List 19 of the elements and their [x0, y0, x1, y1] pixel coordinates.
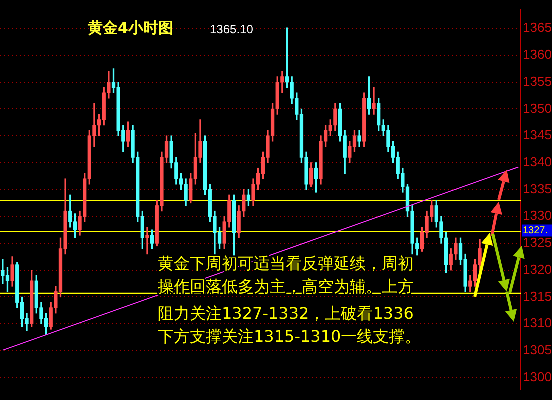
y-tick-label: 1360 [523, 47, 552, 62]
y-tick-label: 1300 [523, 369, 552, 384]
y-tick-label: 1305 [523, 342, 552, 358]
annotation: 1365.10 [210, 22, 254, 36]
y-tick-label: 1355 [523, 74, 552, 89]
y-tick-label: 1330 [523, 208, 552, 224]
y-tick-label: 1340 [523, 154, 552, 170]
y-tick-label: 1320 [523, 262, 552, 277]
y-tick-label: 1310 [523, 316, 552, 331]
annotation: 阻力关注1327-1332，上破看1336 [158, 304, 414, 324]
y-tick-label: 1365 [523, 20, 552, 36]
text: 黄金4小时图 [87, 18, 174, 37]
y-tick-label: 1350 [523, 100, 552, 116]
y-tick-label: 1315 [523, 288, 552, 304]
ref-line-label: 1327. [523, 225, 548, 236]
y-tick-label: 1335 [523, 181, 552, 196]
annotation: 下方支撑关注1315-1310一线支撑。 [158, 327, 422, 346]
y-tick-label: 1345 [523, 128, 552, 143]
y-tick-label: 1325 [523, 235, 552, 250]
